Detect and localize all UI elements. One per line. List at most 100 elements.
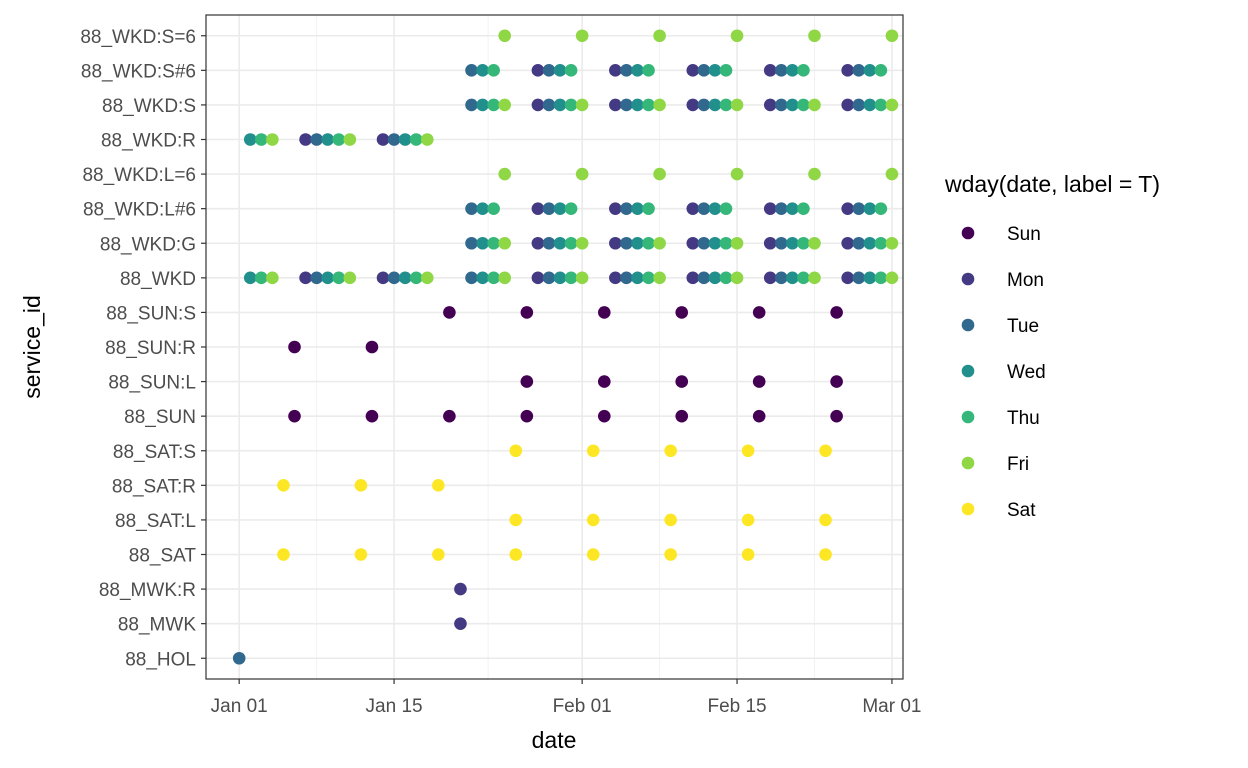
y-tick-label: 88_WKD:S#6 bbox=[81, 61, 196, 82]
data-point bbox=[763, 202, 777, 215]
data-point bbox=[542, 64, 556, 77]
legend-key bbox=[961, 272, 975, 286]
data-point bbox=[620, 98, 633, 112]
data-point bbox=[697, 202, 711, 215]
data-point bbox=[786, 271, 799, 285]
data-point bbox=[553, 64, 567, 77]
data-point bbox=[564, 271, 578, 285]
data-point bbox=[376, 271, 390, 285]
y-tick-label: 88_SAT bbox=[129, 546, 197, 567]
data-point bbox=[686, 236, 700, 250]
data-point bbox=[376, 133, 390, 146]
data-point bbox=[686, 64, 700, 77]
data-point bbox=[620, 64, 633, 77]
y-tick-label: 88_WKD:L=6 bbox=[82, 165, 196, 186]
data-point bbox=[885, 271, 899, 285]
data-point bbox=[863, 236, 877, 250]
data-point bbox=[476, 64, 489, 77]
data-point bbox=[454, 617, 467, 630]
data-point bbox=[708, 98, 722, 112]
data-point bbox=[664, 513, 677, 527]
data-point bbox=[675, 375, 689, 388]
legend-label: Thu bbox=[1007, 408, 1040, 429]
data-point bbox=[852, 236, 866, 250]
data-point bbox=[653, 167, 666, 181]
data-point bbox=[487, 236, 500, 250]
data-point bbox=[398, 271, 412, 285]
data-point bbox=[620, 202, 633, 215]
data-point bbox=[609, 202, 622, 215]
data-point bbox=[730, 271, 744, 285]
x-axis-title: date bbox=[532, 727, 577, 753]
data-point bbox=[730, 29, 744, 43]
data-point bbox=[631, 98, 644, 112]
data-point bbox=[786, 98, 799, 112]
data-point bbox=[620, 271, 633, 285]
data-point bbox=[775, 271, 788, 285]
data-point bbox=[686, 98, 700, 112]
data-point bbox=[874, 64, 888, 77]
data-point bbox=[487, 271, 500, 285]
data-point bbox=[653, 98, 666, 112]
data-point bbox=[597, 409, 611, 423]
data-point bbox=[454, 582, 467, 596]
data-point bbox=[752, 375, 766, 388]
data-point bbox=[542, 271, 556, 285]
data-point bbox=[387, 133, 401, 146]
data-point bbox=[575, 236, 589, 250]
legend-label: Sun bbox=[1007, 224, 1041, 245]
data-point bbox=[609, 271, 622, 285]
data-point bbox=[432, 548, 445, 561]
legend-label: Fri bbox=[1007, 454, 1029, 475]
data-point bbox=[863, 98, 877, 112]
y-tick-label: 88_SAT:R bbox=[112, 476, 196, 497]
data-point bbox=[808, 167, 821, 181]
data-point bbox=[852, 202, 866, 215]
data-point bbox=[730, 98, 744, 112]
data-point bbox=[797, 98, 810, 112]
data-point bbox=[642, 271, 655, 285]
data-point bbox=[830, 409, 843, 423]
data-point bbox=[520, 409, 534, 423]
data-point bbox=[509, 513, 523, 527]
data-point bbox=[542, 236, 556, 250]
data-point bbox=[520, 306, 534, 319]
data-point bbox=[664, 548, 677, 561]
legend-key bbox=[961, 226, 975, 240]
y-tick-label: 88_SAT:S bbox=[113, 442, 196, 463]
data-point bbox=[631, 64, 644, 77]
data-point bbox=[365, 409, 379, 423]
data-point bbox=[763, 64, 777, 77]
data-point bbox=[697, 271, 711, 285]
data-point bbox=[564, 236, 578, 250]
data-point bbox=[830, 375, 843, 388]
data-point bbox=[575, 98, 589, 112]
data-point bbox=[863, 202, 877, 215]
data-point bbox=[575, 167, 589, 181]
data-point bbox=[653, 29, 666, 43]
data-point bbox=[841, 271, 854, 285]
data-point bbox=[476, 202, 489, 215]
data-point bbox=[620, 236, 633, 250]
legend-label: Tue bbox=[1007, 316, 1039, 337]
data-point bbox=[299, 271, 312, 285]
data-point bbox=[564, 202, 578, 215]
data-point bbox=[443, 409, 456, 423]
data-point bbox=[841, 98, 854, 112]
data-point bbox=[575, 29, 589, 43]
data-point bbox=[797, 64, 810, 77]
data-point bbox=[443, 306, 456, 319]
data-point bbox=[874, 202, 888, 215]
data-point bbox=[553, 271, 567, 285]
data-point bbox=[432, 479, 445, 492]
data-point bbox=[797, 236, 810, 250]
data-point bbox=[266, 133, 279, 146]
data-point bbox=[476, 236, 489, 250]
data-point bbox=[631, 202, 644, 215]
grid-lines bbox=[206, 15, 903, 679]
data-point bbox=[343, 271, 357, 285]
data-point bbox=[841, 202, 854, 215]
data-point bbox=[763, 98, 777, 112]
data-point bbox=[243, 271, 257, 285]
data-point bbox=[542, 98, 556, 112]
